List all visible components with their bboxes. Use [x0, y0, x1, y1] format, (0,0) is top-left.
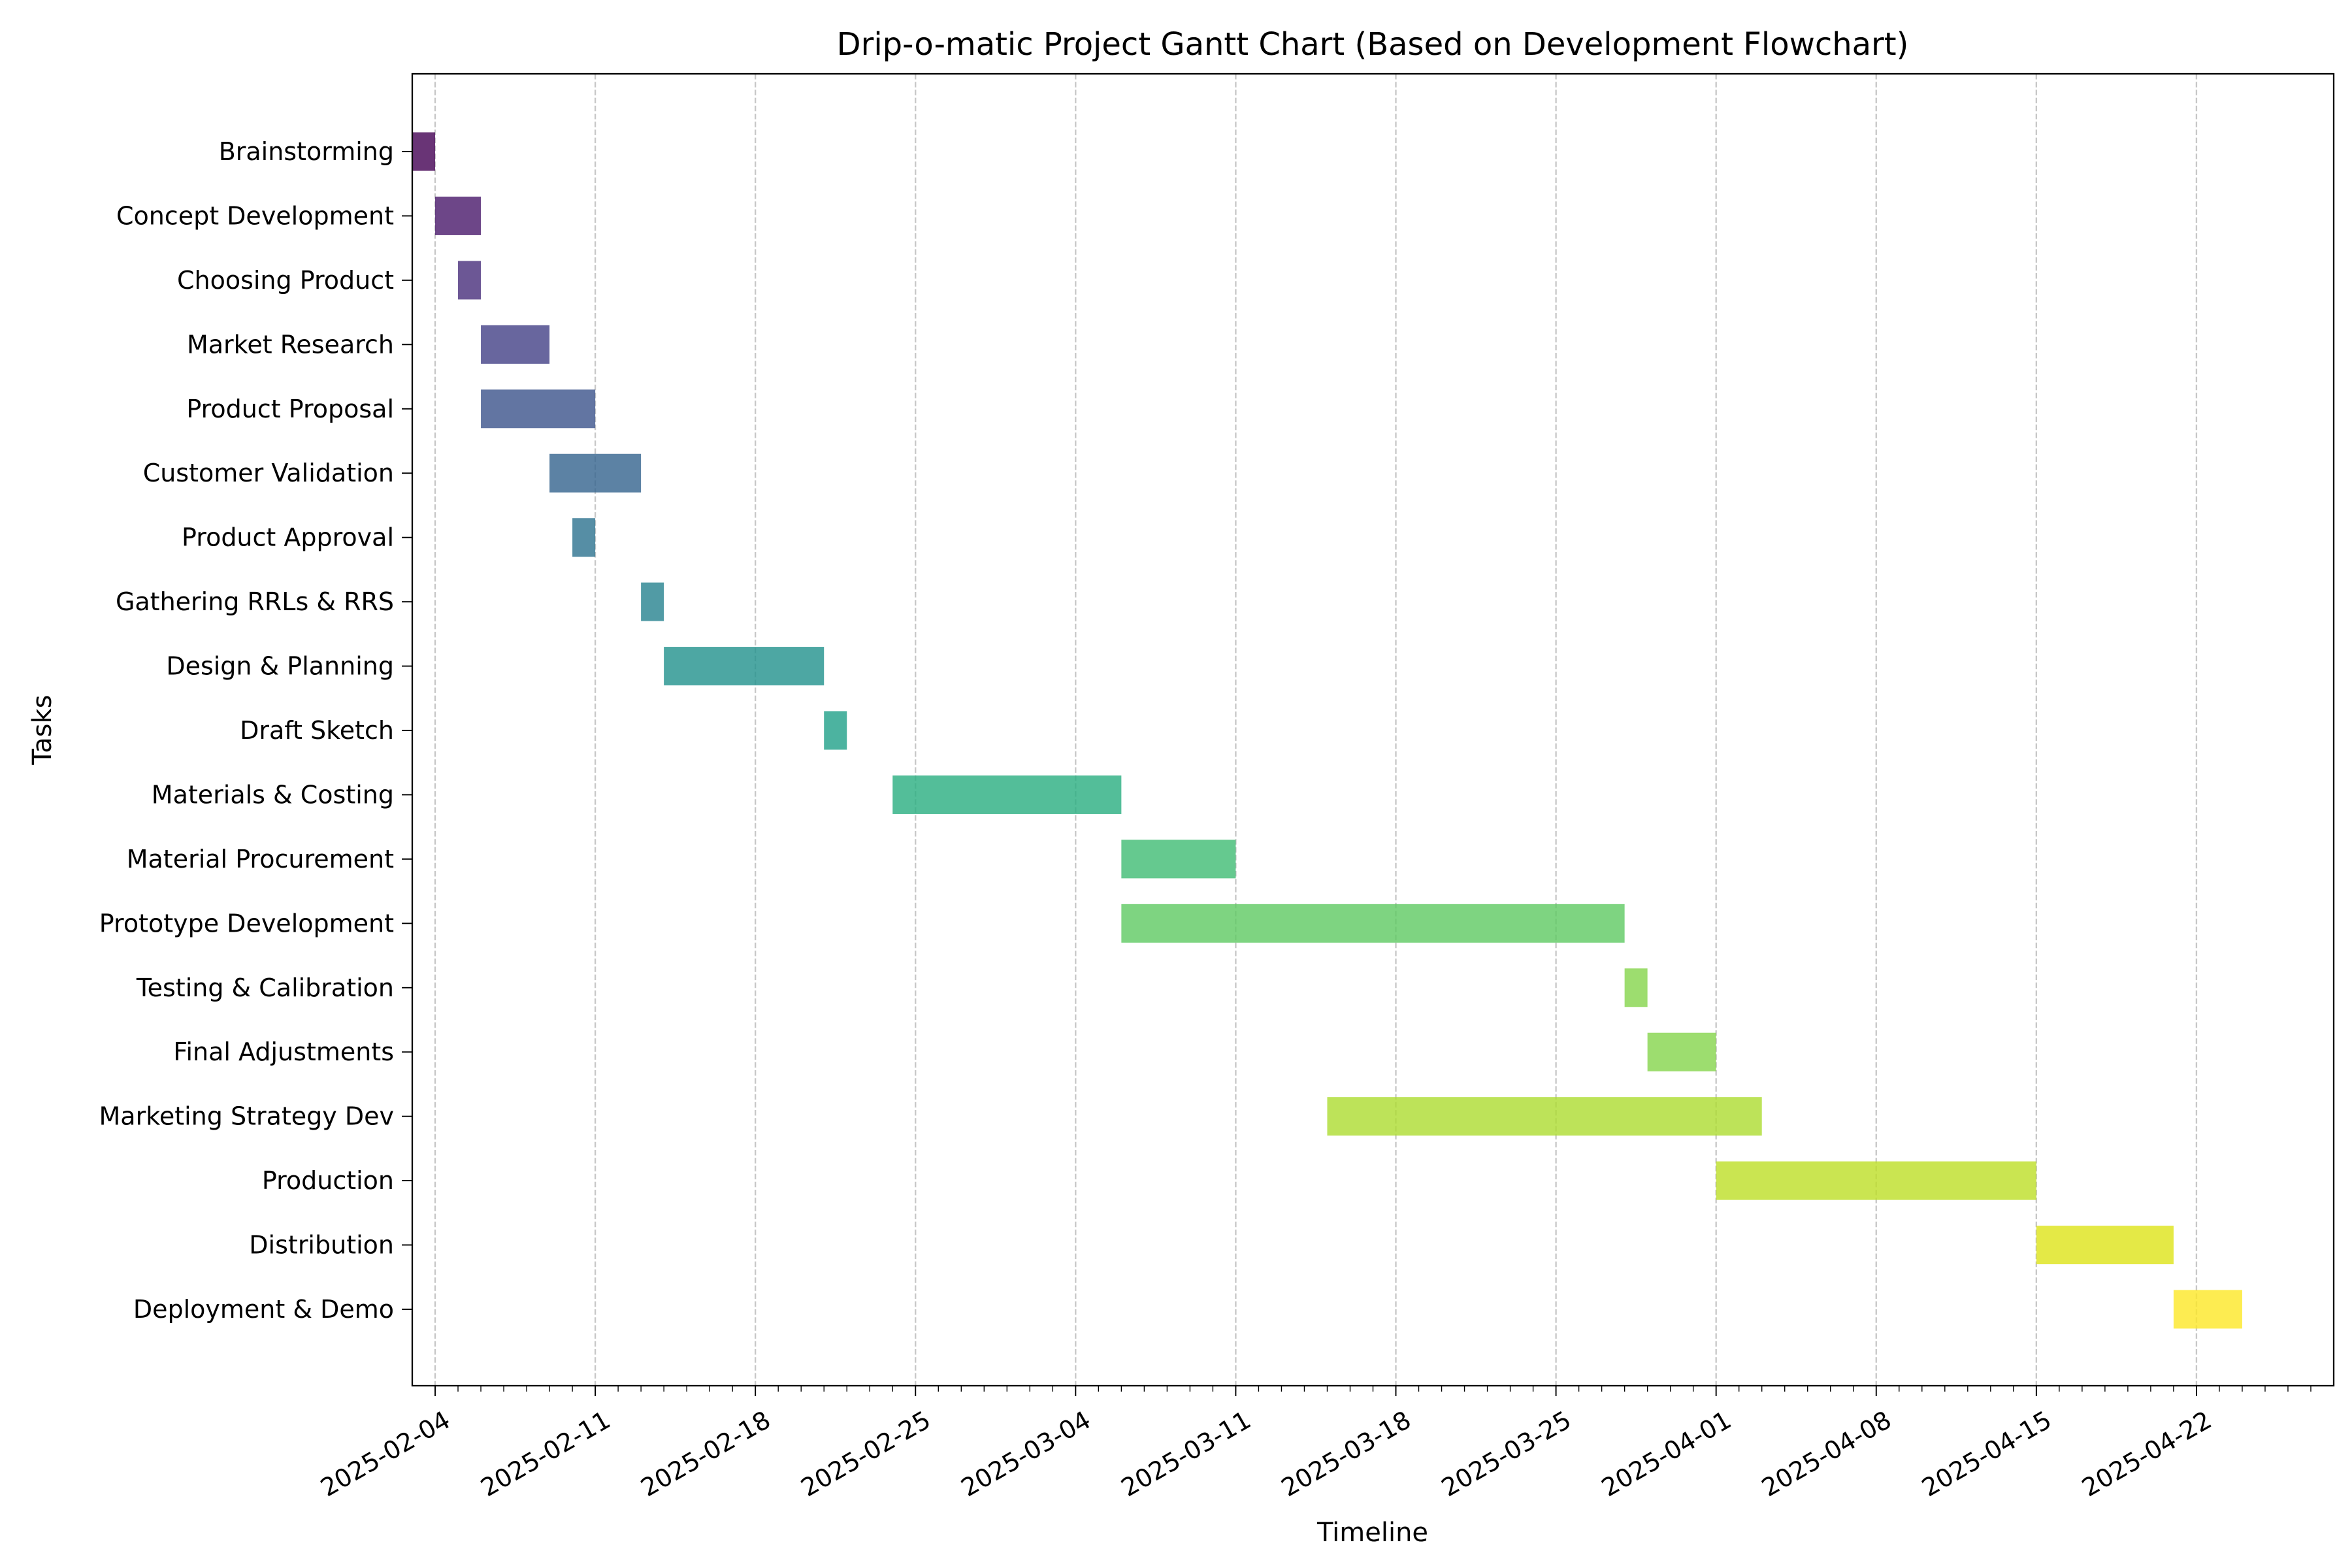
task-bar [1121, 840, 1236, 879]
task-label: Marketing Strategy Dev [99, 1102, 395, 1131]
task-label: Gathering RRLs & RRS [116, 587, 394, 616]
task-label: Concept Development [116, 201, 394, 230]
x-tick-label: 2025-03-04 [956, 1405, 1096, 1503]
task-bar [412, 132, 436, 171]
task-label: Prototype Development [99, 909, 394, 938]
task-bar [481, 325, 550, 364]
task-bar [892, 775, 1122, 814]
x-tick-label: 2025-02-04 [316, 1405, 455, 1503]
x-tick-label: 2025-04-22 [2077, 1405, 2216, 1503]
task-label: Design & Planning [166, 652, 394, 681]
task-bar [1327, 1097, 1762, 1136]
x-tick-label: 2025-04-01 [1597, 1405, 1736, 1503]
x-tick-label: 2025-04-15 [1917, 1405, 2056, 1503]
x-axis-label: Timeline [1316, 1518, 1428, 1548]
task-bar [549, 453, 642, 493]
task-label: Deployment & Demo [133, 1295, 394, 1324]
task-label: Choosing Product [177, 266, 394, 295]
x-tick-label: 2025-03-11 [1117, 1405, 1256, 1503]
task-label: Production [262, 1166, 394, 1195]
chart-title: Drip-o-matic Project Gantt Chart (Based … [837, 26, 1909, 63]
task-label: Materials & Costing [152, 780, 394, 809]
task-label: Distribution [249, 1231, 394, 1260]
task-bars [412, 132, 2242, 1329]
task-label: Testing & Calibration [136, 973, 394, 1002]
x-tick-label: 2025-02-18 [636, 1405, 775, 1503]
task-label: Customer Validation [143, 459, 394, 487]
task-bar [458, 261, 482, 300]
task-label: Final Adjustments [173, 1037, 394, 1066]
task-label: Material Procurement [127, 845, 394, 874]
x-tick-label: 2025-02-11 [476, 1405, 615, 1503]
task-bar [435, 196, 482, 235]
y-axis-ticks: Brainstorming Concept Development Choosing… [99, 137, 412, 1324]
x-axis-ticks: 2025-02-04 2025-02-11 2025-02-18 2025-02-25… [316, 1386, 2311, 1502]
x-tick-label: 2025-03-25 [1437, 1405, 1576, 1503]
task-bar [481, 389, 596, 429]
task-bar [1121, 904, 1625, 943]
task-label: Draft Sketch [240, 716, 394, 745]
task-bar [2173, 1290, 2242, 1329]
plot-frame [411, 73, 2335, 1387]
x-tick-label: 2025-04-08 [1757, 1405, 1896, 1503]
x-tick-label: 2025-02-25 [796, 1405, 936, 1503]
x-tick-label: 2025-03-18 [1277, 1405, 1416, 1503]
y-axis-label: Tasks [27, 694, 57, 765]
task-bar [641, 582, 664, 621]
task-label: Product Approval [182, 523, 394, 552]
task-label: Brainstorming [219, 137, 394, 166]
task-bar [2036, 1226, 2174, 1265]
task-bar [1716, 1161, 2036, 1200]
task-bar [1624, 968, 1648, 1007]
task-label: Market Research [187, 330, 394, 359]
task-bar [664, 647, 825, 686]
task-bar [572, 518, 596, 557]
task-bar [824, 711, 847, 750]
task-bar [1647, 1032, 1716, 1071]
task-label: Product Proposal [186, 395, 394, 423]
